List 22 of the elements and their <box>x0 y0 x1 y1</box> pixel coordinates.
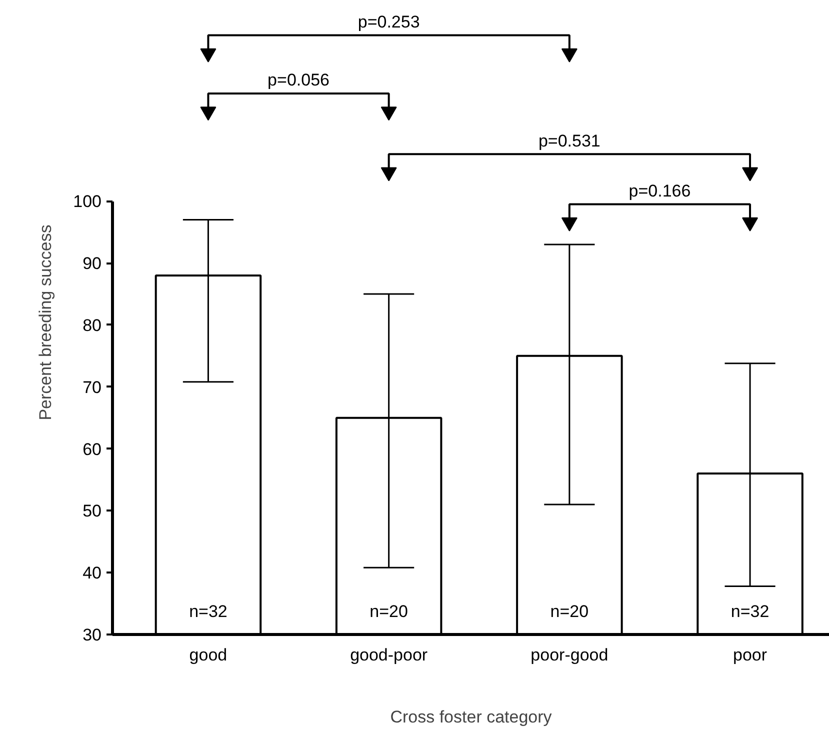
y-tick-label: 50 <box>82 502 102 521</box>
text: p=0.531 <box>538 131 600 150</box>
text: p=0.056 <box>268 70 330 90</box>
x-tick-label: poor <box>733 646 768 664</box>
annotation: n=20 <box>550 602 589 622</box>
x-tick-label: poor-good <box>530 646 608 664</box>
annotation: n=32 <box>189 602 228 622</box>
annotation: n=32 <box>730 602 770 622</box>
x-tick-label: good <box>189 646 228 664</box>
y-tick-label: 60 <box>82 440 102 459</box>
text: p=0.166 <box>628 182 691 201</box>
y-tick-label: 90 <box>82 254 102 274</box>
x-tick-label: good-poor <box>350 646 428 664</box>
y-axis-title: Percent breeding success <box>36 224 56 420</box>
annotation: n=20 <box>370 602 408 622</box>
y-tick-label: 40 <box>82 564 102 583</box>
y-tick-label: 70 <box>82 378 102 397</box>
y-tick-label: 30 <box>82 626 102 644</box>
x-axis-title: Cross foster category <box>390 708 552 726</box>
text: p=0.253 <box>358 12 420 32</box>
y-tick-label: 80 <box>82 316 102 335</box>
y-tick-label: 100 <box>73 192 102 212</box>
